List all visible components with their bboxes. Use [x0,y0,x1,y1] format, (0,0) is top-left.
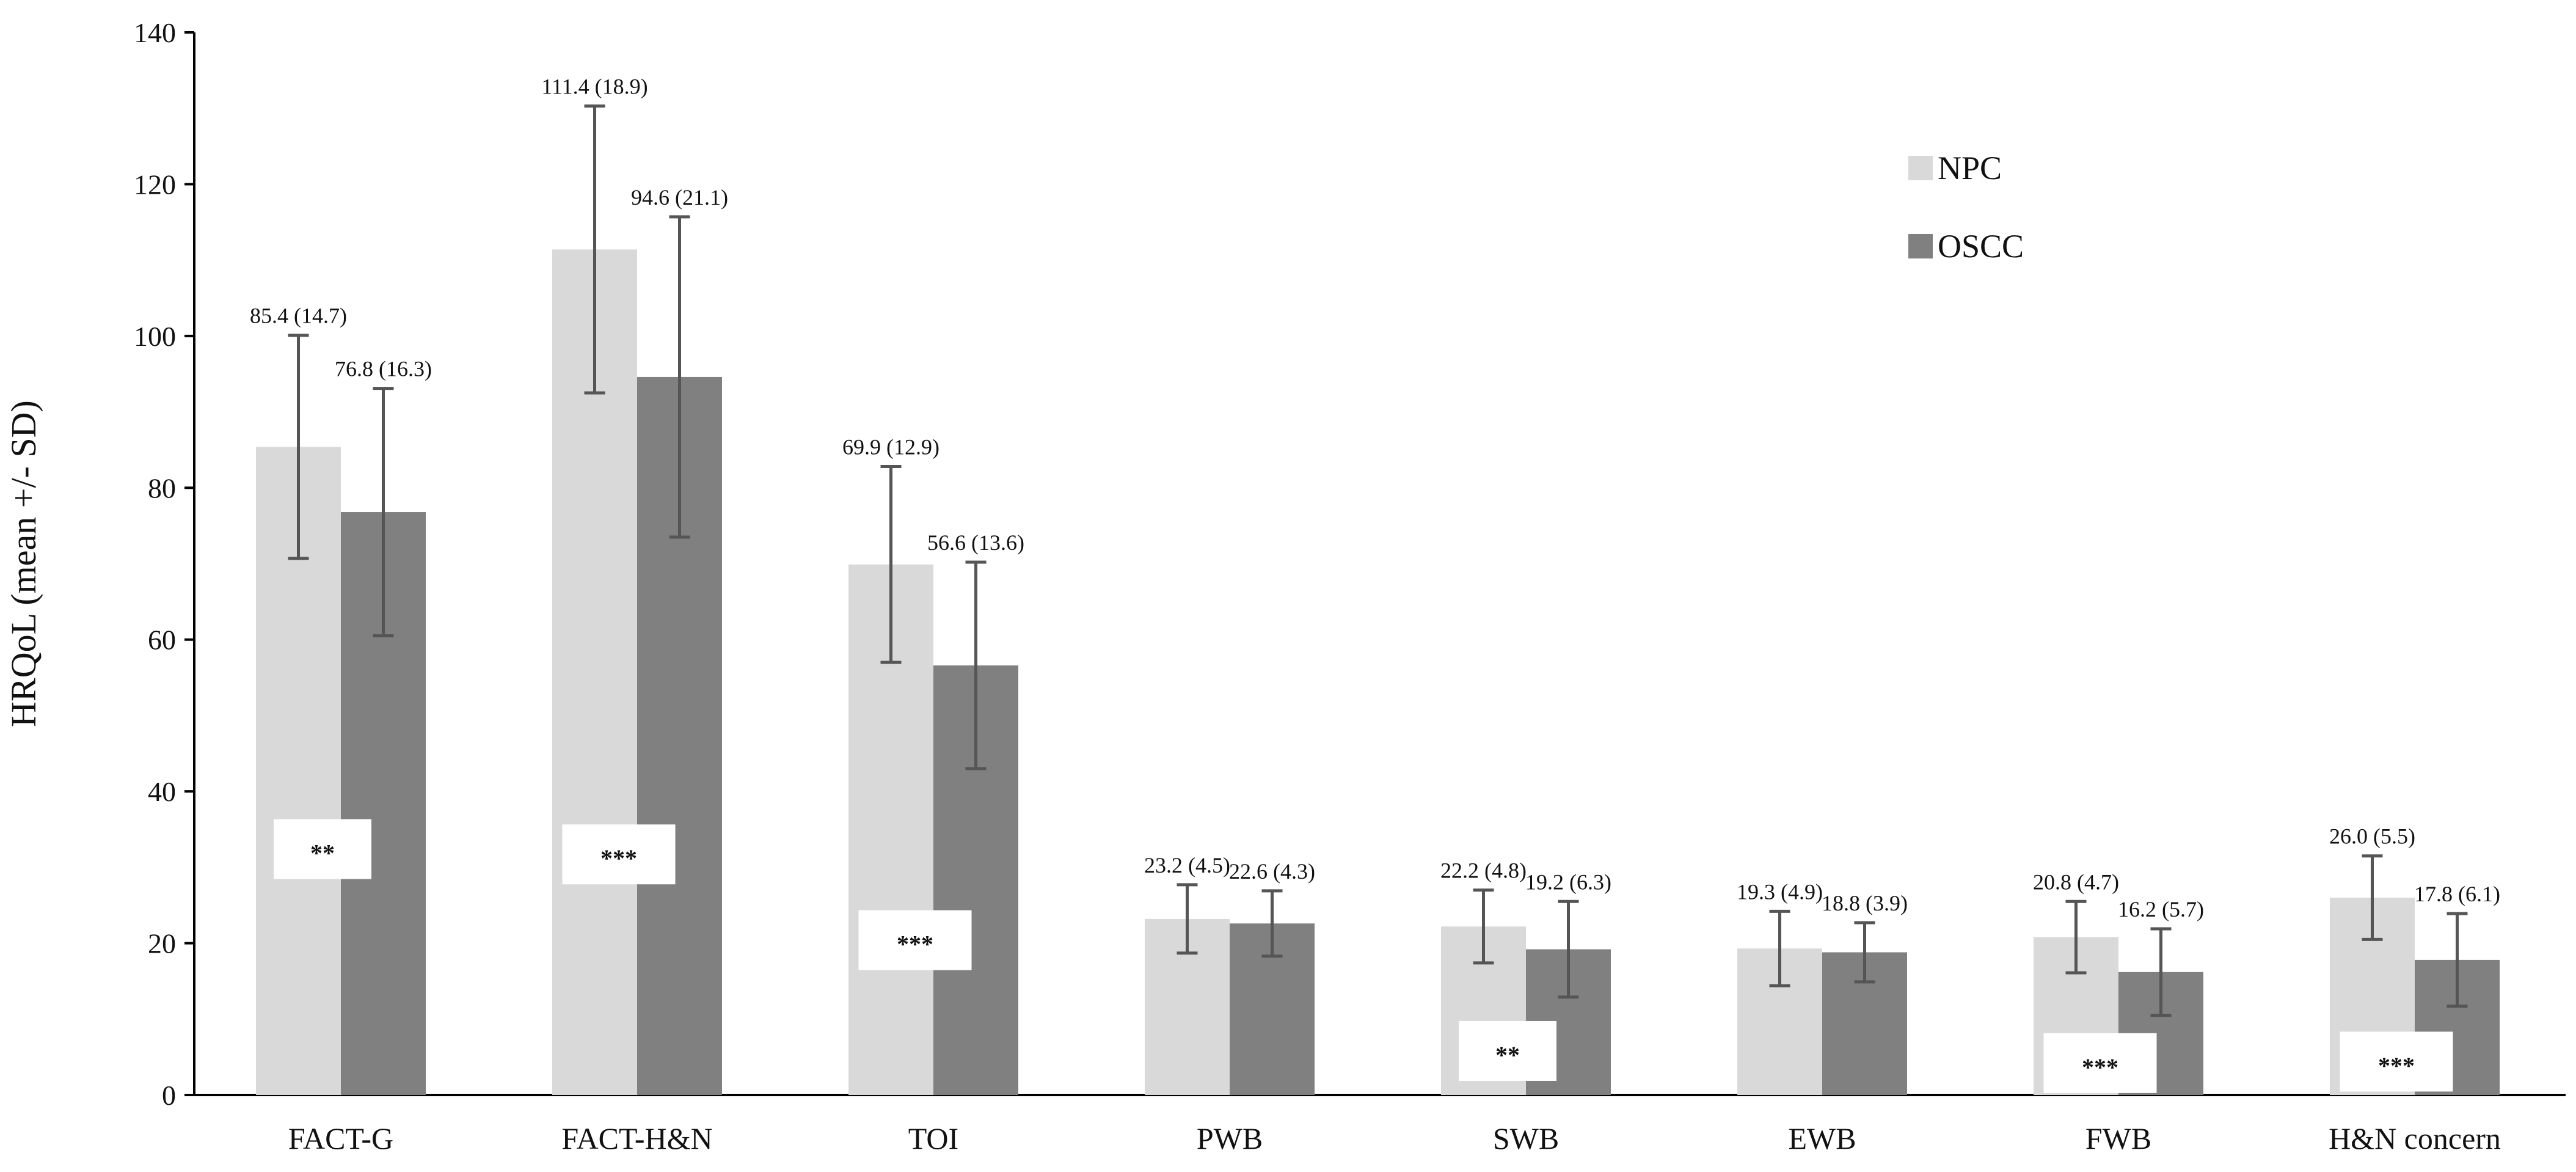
legend-swatch-npc [1908,156,1933,180]
category-label-swb: SWB [1493,1121,1559,1156]
error-bar-oscc-ewb [1854,921,1875,984]
y-tick-label: 40 [148,776,176,807]
significance-marker-h-and-n-concern: *** [2340,1031,2453,1092]
value-labels: 85.4 (14.7) 111.4 (18.9) 69.9 (12.9) 23.2 (… [250,74,2500,921]
error-bar-npc-ewb [1769,909,1790,987]
error-bar-oscc-swb [1558,899,1579,999]
significance-label: *** [2082,1053,2118,1081]
legend-item-npc: NPC [1908,150,2002,186]
category-label-fact-h-and-n: FACT-H&N [561,1121,712,1156]
value-label-npc-fwb: 20.8 (4.7) [2033,870,2119,894]
significance-label: *** [897,931,933,958]
value-label-oscc-pwb: 22.6 (4.3) [1229,859,1315,884]
error-bar-oscc-fact-g [373,387,394,638]
legend-label-oscc: OSCC [1938,228,2024,265]
value-label-npc-ewb: 19.3 (4.9) [1737,879,1823,904]
significance-marker-fwb: *** [2043,1033,2157,1093]
category-label-h-and-n-concern: H&N concern [2329,1121,2501,1156]
legend-label-npc: NPC [1938,150,2002,186]
error-bar-npc-fwb [2065,899,2087,975]
error-bars [288,104,2468,1017]
error-bar-oscc-fwb [2150,927,2172,1017]
significance-marker-fact-h-and-n: *** [562,824,676,885]
error-bar-npc-h-and-n-concern [2362,854,2383,941]
error-bar-npc-swb [1473,888,1494,965]
significance-label: *** [2378,1052,2415,1079]
category-label-ewb: EWB [1788,1121,1856,1156]
error-bar-oscc-h-and-n-concern [2446,912,2468,1008]
error-bar-oscc-toi [965,560,987,771]
value-label-npc-fact-h-and-n: 111.4 (18.9) [541,74,648,98]
value-label-oscc-swb: 19.2 (6.3) [1525,870,1611,894]
significance-box [2043,1033,2157,1093]
bars [256,249,2500,1096]
value-label-oscc-h-and-n-concern: 17.8 (6.1) [2414,882,2500,906]
value-label-oscc-toi: 56.6 (13.6) [927,530,1024,555]
error-bar-npc-toi [880,465,902,664]
value-label-oscc-fact-g: 76.8 (16.3) [335,357,432,381]
y-tick-label: 100 [134,321,176,352]
y-tick-label: 80 [148,472,176,504]
significance-label: ** [310,840,335,867]
y-tick-label: 140 [134,17,176,48]
error-bar-npc-pwb [1177,883,1198,955]
y-tick-label: 20 [148,928,176,959]
y-tick-label: 120 [134,169,176,200]
value-label-npc-pwb: 23.2 (4.5) [1144,853,1230,877]
value-label-npc-h-and-n-concern: 26.0 (5.5) [2329,824,2415,849]
value-label-npc-toi: 69.9 (12.9) [842,435,940,460]
y-axis-title: HRQoL (mean +/- SD) [4,400,43,727]
category-label-toi: TOI [908,1121,958,1156]
significance-box [2340,1031,2453,1092]
significance-markers: ** ******** *** *** [274,819,2453,1093]
value-label-oscc-fact-h-and-n: 94.6 (21.1) [631,185,728,210]
legend: NPC OSCC [1908,150,2024,265]
value-label-npc-fact-g: 85.4 (14.7) [250,304,347,328]
significance-box [274,819,371,879]
significance-box [858,910,972,970]
error-bar-npc-fact-g [288,334,309,560]
error-bar-oscc-pwb [1261,889,1283,958]
y-tick-label: 0 [162,1080,176,1111]
value-label-npc-swb: 22.2 (4.8) [1440,859,1527,883]
significance-label: ** [1495,1041,1520,1069]
significance-box [562,824,676,885]
error-bar-npc-fact-h-and-n [584,104,605,395]
significance-marker-toi: *** [858,910,972,970]
significance-label: *** [600,844,637,872]
value-label-oscc-fwb: 16.2 (5.7) [2118,897,2204,921]
error-bar-oscc-fact-h-and-n [669,215,690,539]
significance-marker-fact-g: ** [274,819,371,879]
legend-item-oscc: OSCC [1908,228,2024,265]
category-label-fwb: FWB [2085,1121,2151,1156]
category-label-pwb: PWB [1197,1121,1263,1156]
value-label-oscc-ewb: 18.8 (3.9) [1822,891,1908,915]
y-tick-label: 60 [148,624,176,656]
legend-swatch-oscc [1908,234,1933,258]
significance-box [1459,1020,1556,1081]
significance-marker-swb: ** [1459,1020,1556,1081]
category-label-fact-g: FACT-G [288,1121,393,1156]
